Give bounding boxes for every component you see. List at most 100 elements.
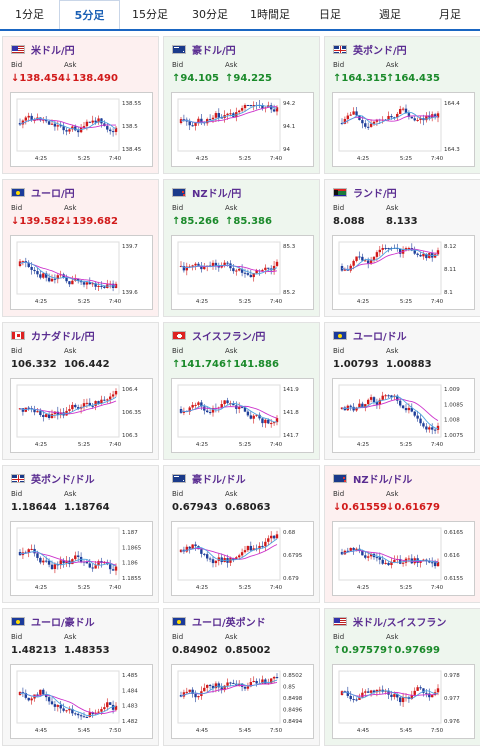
tab-daily[interactable]: 日足 <box>319 8 341 21</box>
currency-card[interactable]: ユーロ/豪ドル Bid Ask 1.48213 1.48353 1.485 1.484 1.4… <box>2 608 159 746</box>
y-tick-label: 164.3 <box>444 147 460 153</box>
x-tick-label: 7:40 <box>270 585 283 591</box>
mini-candlestick-chart[interactable]: 138.55 138.5 138.45 4:25 5:25 7:40 <box>10 92 153 167</box>
candle-body <box>82 403 86 407</box>
pair-name-link[interactable]: 豪ドル/ドル <box>192 474 246 486</box>
mini-candlestick-chart[interactable]: 0.8502 0.85 0.8498 0.8496 0.8494 4:45 5:45 7:50 <box>171 664 314 739</box>
currency-card[interactable]: ユーロ/ドル Bid Ask 1.00793 1.00883 1.009 1.0085 1.0… <box>324 322 480 460</box>
currency-card[interactable]: 豪ドル/ドル Bid Ask 0.67943 0.68063 0.68 0.6795 0.67… <box>163 465 320 603</box>
candle-body <box>267 538 270 542</box>
mini-candlestick-chart[interactable]: 94.2 94.1 94 4:25 5:25 7:40 <box>171 92 314 167</box>
pair-name-link[interactable]: NZドル/円 <box>192 188 242 200</box>
mini-candlestick-chart[interactable]: 8.12 8.11 8.1 4:25 5:25 7:40 <box>332 235 475 310</box>
card-header: カナダドル/円 <box>11 328 95 343</box>
mini-candlestick-chart[interactable]: 164.4 164.3 4:25 5:25 7:40 <box>332 92 475 167</box>
eu-flag-icon <box>333 330 347 340</box>
currency-card[interactable]: ユーロ/英ポンド Bid Ask 0.84902 0.85002 0.8502 0.85 0.… <box>163 608 320 746</box>
currency-card[interactable]: NZドル/円 Bid Ask ↑85.266 ↑85.386 85.3 85.2 4:25 5:… <box>163 179 320 317</box>
candle-body <box>396 694 399 698</box>
pair-name-link[interactable]: 豪ドル/円 <box>192 45 236 57</box>
candle-body <box>413 250 416 254</box>
currency-card[interactable]: スイスフラン/円 Bid Ask ↑141.746 ↑141.886 141.9 141.8… <box>163 322 320 460</box>
card-header: 英ポンド/ドル <box>11 471 95 486</box>
currency-card[interactable]: 米ドル/円 Bid Ask ↓138.454 ↓138.490 138.55 138.5 13… <box>2 36 159 174</box>
card-header: ユーロ/豪ドル <box>11 614 95 629</box>
pair-name-link[interactable]: NZドル/ドル <box>353 474 413 486</box>
pair-name-link[interactable]: スイスフラン/円 <box>192 331 266 343</box>
pair-name-link[interactable]: 米ドル/スイスフラン <box>353 617 447 629</box>
pair-name-link[interactable]: ユーロ/豪ドル <box>31 617 95 629</box>
candle-body <box>44 273 48 278</box>
candle-body <box>352 406 355 411</box>
currency-card[interactable]: 豪ドル/円 Bid Ask ↑94.105 ↑94.225 94.2 94.1 94 4:25 5… <box>163 36 320 174</box>
candle-body <box>214 683 218 689</box>
candle-body <box>53 123 57 127</box>
candle-body <box>223 262 226 266</box>
candle-body <box>243 550 247 553</box>
mini-candlestick-chart[interactable]: 139.7 139.6 4:25 5:25 7:40 <box>10 235 153 310</box>
pair-name-link[interactable]: 英ポンド/円 <box>353 45 407 57</box>
bid-value: ↓0.61559 <box>333 502 387 513</box>
pair-name-link[interactable]: ユーロ/ドル <box>353 331 407 343</box>
pair-name-link[interactable]: ランド/円 <box>353 188 397 200</box>
candle-body <box>108 702 112 705</box>
x-tick-label: 4:45 <box>196 728 209 734</box>
pair-name-link[interactable]: 英ポンド/ドル <box>31 474 95 486</box>
bid-value: ↓139.582 <box>11 216 65 227</box>
mini-candlestick-chart[interactable]: 0.6165 0.616 0.6155 4:25 5:25 7:40 <box>332 521 475 596</box>
candle-body <box>74 555 77 560</box>
candle-body <box>27 549 30 553</box>
pair-name-link[interactable]: ユーロ/英ポンド <box>192 617 266 629</box>
candle-body <box>258 414 261 419</box>
pair-name-link[interactable]: カナダドル/円 <box>31 331 95 343</box>
chart-svg: 138.55 138.5 138.45 4:25 5:25 7:40 <box>16 98 142 162</box>
candle-body <box>396 113 399 118</box>
candle-body <box>413 690 416 695</box>
candle-body <box>343 118 347 124</box>
currency-card[interactable]: ランド/円 Bid Ask 8.088 8.133 8.12 8.11 8.1 4:25 5:25… <box>324 179 480 317</box>
currency-card[interactable]: NZドル/ドル Bid Ask ↓0.61559 ↓0.61679 0.6165 0.616… <box>324 465 480 603</box>
candle-body <box>71 280 74 285</box>
pair-name-link[interactable]: 米ドル/円 <box>31 45 75 57</box>
mini-candlestick-chart[interactable]: 0.978 0.977 0.976 4:45 5:45 7:50 <box>332 664 475 739</box>
candle-body <box>85 121 89 127</box>
x-tick-label: 5:25 <box>78 299 91 305</box>
candle-body <box>404 248 408 250</box>
candle-body <box>401 697 405 703</box>
candle-body <box>352 547 355 550</box>
currency-card[interactable]: 米ドル/スイスフラン Bid Ask ↑0.97579 ↑0.97699 0.978 0.9… <box>324 608 480 746</box>
candle-body <box>71 559 74 565</box>
mini-candlestick-chart[interactable]: 1.485 1.484 1.483 1.482 4:45 5:45 7:50 <box>10 664 153 739</box>
chart-svg: 0.6165 0.616 0.6155 4:25 5:25 7:40 <box>338 527 464 591</box>
currency-card[interactable]: 英ポンド/ドル Bid Ask 1.18644 1.18764 1.187 1.1865 1.… <box>2 465 159 603</box>
tab-1hour[interactable]: 1時間足 <box>250 8 290 21</box>
bid-value: ↑85.266 <box>172 216 219 227</box>
tab-1min[interactable]: 1分足 <box>15 8 44 21</box>
candle-body <box>208 684 212 686</box>
pair-name-link[interactable]: ユーロ/円 <box>31 188 75 200</box>
candle-body <box>237 555 241 558</box>
candle-body <box>243 272 247 274</box>
tab-monthly[interactable]: 月足 <box>439 8 461 21</box>
x-tick-label: 4:25 <box>196 585 209 591</box>
candle-body <box>33 269 36 272</box>
tab-15min[interactable]: 15分足 <box>132 8 168 21</box>
mini-candlestick-chart[interactable]: 1.187 1.1865 1.186 1.1855 4:25 5:25 7:40 <box>10 521 153 596</box>
mini-candlestick-chart[interactable]: 0.68 0.6795 0.679 4:25 5:25 7:40 <box>171 521 314 596</box>
mini-candlestick-chart[interactable]: 1.009 1.0085 1.008 1.0075 4:25 5:25 7:40 <box>332 378 475 453</box>
currency-card[interactable]: ユーロ/円 Bid Ask ↓139.582 ↓139.682 139.7 139.6 4:2… <box>2 179 159 317</box>
tab-5min[interactable]: 5分足 <box>59 0 120 29</box>
candle-body <box>94 283 97 287</box>
candle-body <box>419 560 422 563</box>
tab-weekly[interactable]: 週足 <box>379 8 401 21</box>
currency-card[interactable]: 英ポンド/円 Bid Ask ↑164.315 ↑164.435 164.4 164.3 4:… <box>324 36 480 174</box>
mini-candlestick-chart[interactable]: 85.3 85.2 4:25 5:25 7:40 <box>171 235 314 310</box>
mini-candlestick-chart[interactable]: 141.9 141.8 141.7 4:25 5:25 7:40 <box>171 378 314 453</box>
candle-body <box>53 564 57 570</box>
currency-card[interactable]: カナダドル/円 Bid Ask 106.332 106.442 106.4 106.35 10… <box>2 322 159 460</box>
ask-label: Ask <box>386 490 399 498</box>
x-tick-label: 5:25 <box>239 585 252 591</box>
tab-30min[interactable]: 30分足 <box>192 8 228 21</box>
mini-candlestick-chart[interactable]: 106.4 106.35 106.3 4:25 5:25 7:40 <box>10 378 153 453</box>
short-moving-average-line <box>19 118 117 131</box>
